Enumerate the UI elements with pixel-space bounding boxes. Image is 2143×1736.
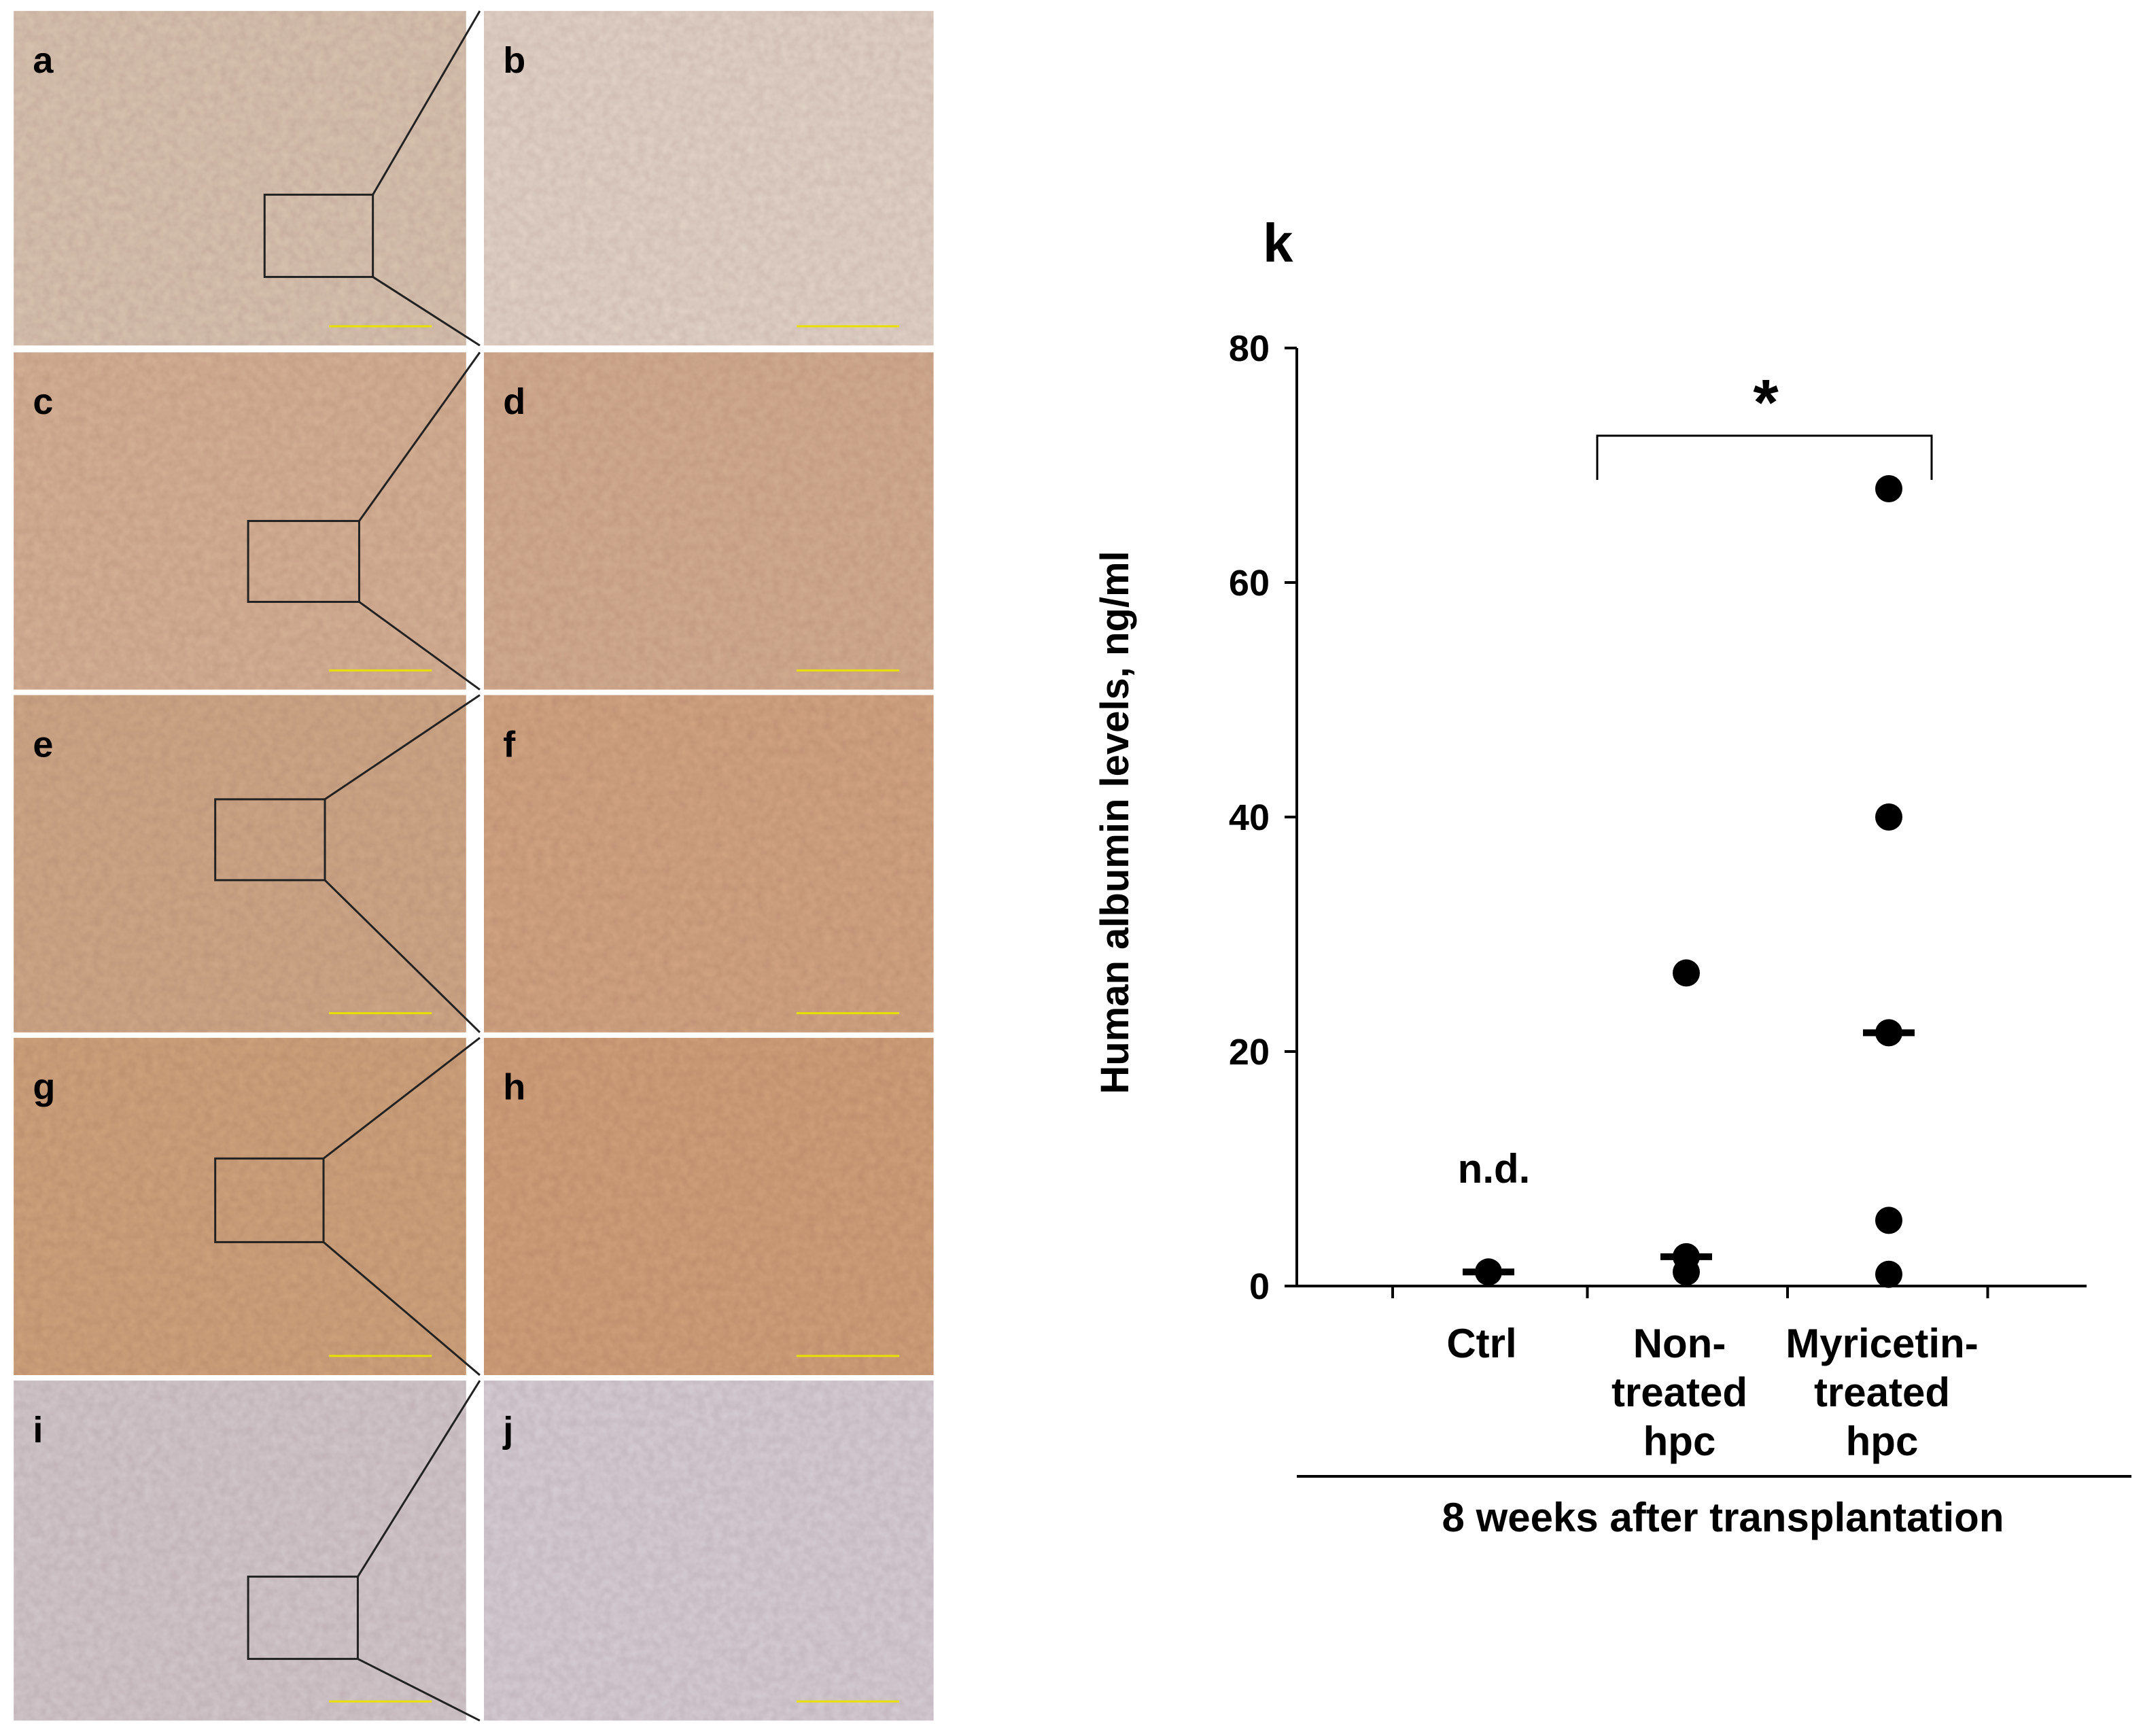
micrograph [484, 352, 934, 690]
data-point [1673, 1258, 1700, 1286]
annotation: n.d. [1458, 1146, 1531, 1192]
y-tick-label: 0 [1249, 1266, 1270, 1307]
panel-label: e [33, 724, 53, 765]
panel-label: i [33, 1410, 43, 1451]
micrograph-panels: a b c d e f g h i j [14, 10, 934, 1722]
median-bar [1863, 1029, 1915, 1037]
x-axis-label: 8 weeks after transplantation [1442, 1495, 2004, 1540]
y-tick-label: 40 [1229, 797, 1270, 838]
zoom-line [357, 1658, 481, 1722]
annotation: * [1753, 366, 1779, 439]
zoom-box [214, 1157, 325, 1243]
chart: k 0 20 40 60 80 Ctrl Non-treated hpc Myricetin-tr… [1093, 213, 2131, 1540]
micrograph [14, 1037, 466, 1376]
micrograph [14, 352, 466, 690]
panel-label: k [1263, 213, 1293, 273]
y-tick-label: 60 [1229, 563, 1270, 604]
panel-label: j [502, 1410, 513, 1451]
panel-label: g [33, 1067, 55, 1108]
micrograph [14, 695, 466, 1032]
zoom-box [247, 519, 360, 603]
micrograph [484, 1037, 934, 1376]
zoom-line [357, 1380, 481, 1578]
data-point [1673, 959, 1700, 987]
zoom-line [323, 1037, 481, 1160]
panel-label: c [33, 381, 53, 422]
micrograph [484, 11, 934, 346]
zoom-line [358, 351, 481, 522]
panel-label: d [503, 381, 525, 422]
median-bar [1463, 1268, 1514, 1276]
micrograph [484, 1381, 934, 1721]
zoom-line [323, 1241, 481, 1376]
panel-label: f [503, 724, 516, 765]
data-point [1875, 803, 1902, 831]
zoom-line [372, 276, 481, 347]
zoom-box [247, 1576, 359, 1661]
y-axis-label: Human albumin levels, ng/ml [1093, 551, 1137, 1094]
median-bar [1660, 1253, 1712, 1260]
panel-label: a [33, 40, 54, 81]
zoom-line [324, 694, 481, 801]
data-point [1875, 475, 1902, 502]
y-tick-label: 80 [1229, 328, 1270, 369]
y-tick-label: 20 [1229, 1032, 1270, 1073]
micrograph [484, 695, 934, 1032]
x-tick-label: Non-treated hpc [1611, 1321, 1747, 1464]
zoom-box [214, 798, 326, 882]
micrograph [14, 1381, 466, 1721]
data-point [1875, 1260, 1902, 1288]
micrograph [14, 11, 466, 346]
x-tick-label: Myricetin-treated hpc [1785, 1321, 1978, 1464]
x-tick-label: Ctrl [1446, 1321, 1516, 1366]
zoom-line [358, 601, 481, 691]
significance-bracket [1596, 434, 1933, 480]
zoom-box [263, 193, 374, 278]
zoom-line [324, 879, 481, 1033]
panel-label: h [503, 1067, 525, 1108]
data-point [1875, 1206, 1902, 1234]
panel-label: b [503, 40, 525, 81]
zoom-line [372, 10, 481, 196]
